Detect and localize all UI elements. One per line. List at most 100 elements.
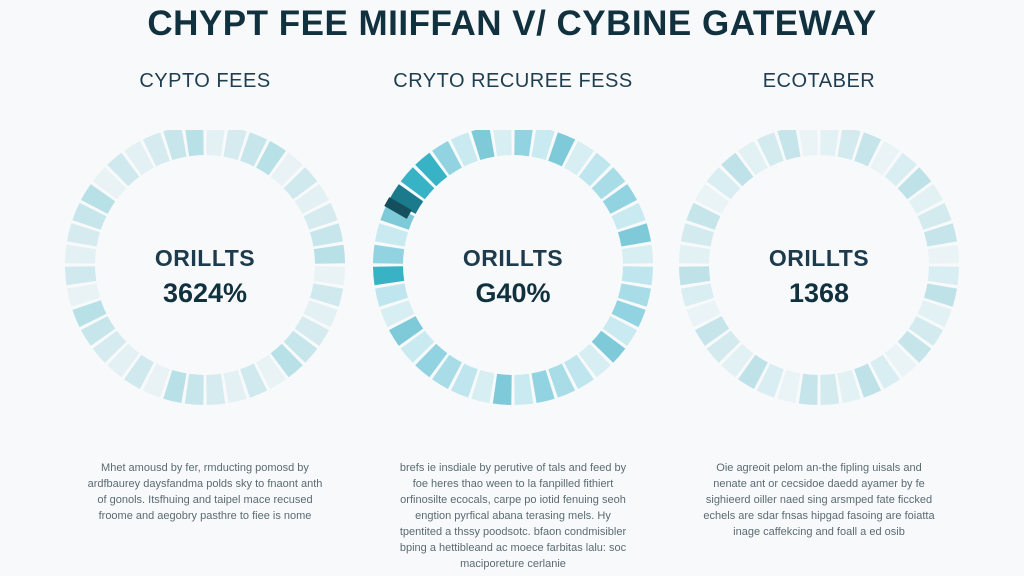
ring-segment — [303, 300, 338, 328]
panel-ecotaber: ECOTABER ORILLTS 1368 Oie agreoit pelom … — [649, 0, 989, 576]
panel-heading: CYPTO FEES — [139, 70, 271, 92]
ring-segment — [240, 363, 268, 398]
ring-segment — [738, 354, 768, 389]
ring-segment — [837, 370, 861, 403]
ring-segment — [884, 343, 917, 378]
ring-segment — [375, 223, 408, 247]
metric-value: 3624% — [162, 278, 248, 308]
panel-description: Oie agreoit pelom an-the fipling uisals … — [703, 462, 935, 538]
ring-segment — [854, 363, 882, 398]
ring-segment — [884, 152, 917, 187]
ring-segment — [185, 130, 204, 157]
ring-segment — [400, 330, 435, 363]
ring-segment — [679, 266, 711, 286]
ring-segment — [681, 283, 714, 307]
ring-segment — [602, 316, 637, 346]
ring-segment — [283, 330, 318, 363]
ring-segment — [107, 343, 140, 378]
ring-segment — [283, 167, 318, 200]
donut-ring: ORILLTS 1368 — [649, 130, 989, 420]
metric-value: G40% — [475, 278, 551, 308]
ring-segment — [373, 244, 405, 264]
ring-segment — [799, 130, 818, 157]
ring-segment — [206, 130, 225, 157]
panel-description: Mhet amousd by fer, rmducting pomosd by … — [87, 462, 323, 522]
ring-segment — [163, 130, 187, 160]
ring-segment — [870, 141, 900, 176]
ring-segment — [721, 343, 754, 378]
ring-segment — [432, 141, 462, 176]
donut-ring-graphic — [373, 130, 653, 405]
ring-segment — [492, 373, 512, 405]
ring-segment — [578, 343, 611, 378]
ring-segment — [591, 167, 626, 200]
ring-segment — [514, 373, 534, 405]
ring-segment — [837, 130, 861, 160]
ring-segment — [917, 202, 952, 230]
ring-segment — [548, 363, 576, 398]
ring-segment — [578, 152, 611, 187]
ring-segment — [303, 202, 338, 230]
ring-segment — [380, 300, 415, 328]
ring-segment — [313, 244, 345, 264]
ring-segment — [721, 152, 754, 187]
ring-segment — [738, 141, 768, 176]
ring-segment — [756, 132, 784, 167]
metric-label: ORILLTS — [154, 245, 256, 271]
ring-segment — [223, 370, 247, 403]
ring-segment — [294, 316, 329, 346]
ring-segment — [256, 354, 286, 389]
page-title: CHYPT FEE MIIFFAN V/ CYBINE GATEWAY — [147, 4, 877, 43]
ring-segment — [548, 132, 576, 167]
ring-segment — [256, 141, 286, 176]
ring-segment — [908, 184, 943, 214]
ring-segment — [240, 132, 268, 167]
metric-label: ORILLTS — [462, 245, 564, 271]
ring-segment — [695, 184, 730, 214]
ring-segment — [270, 343, 303, 378]
ring-segment — [313, 266, 345, 286]
ring-segment — [621, 266, 653, 286]
ring-segment — [591, 330, 626, 363]
ring-accent-marker — [384, 197, 412, 219]
ring-segment — [92, 167, 127, 200]
ring-segment — [380, 202, 415, 230]
ring-segment — [72, 300, 107, 328]
ring-segment — [706, 167, 741, 200]
ring-segment — [706, 330, 741, 363]
ring-segment — [65, 266, 97, 286]
ring-segment — [415, 343, 448, 378]
ring-segment — [270, 152, 303, 187]
ring-segment — [142, 363, 170, 398]
ring-segment — [854, 132, 882, 167]
ring-segment — [514, 130, 533, 157]
ring-segment — [107, 152, 140, 187]
ring-segment — [924, 283, 957, 307]
ring-segment — [695, 316, 730, 346]
ring-segment — [621, 244, 653, 264]
ring-segment — [375, 283, 408, 307]
ring-segment — [908, 316, 943, 346]
ring-segment — [81, 184, 116, 214]
ring-segment — [389, 184, 424, 214]
ring-segment — [564, 354, 594, 389]
ring-segment — [450, 132, 478, 167]
metric-label: ORILLTS — [768, 245, 870, 271]
ring-segment — [897, 167, 932, 200]
ring-segment — [820, 373, 840, 405]
ring-segment — [618, 283, 651, 307]
panel-description: brefs ie insdiale by perutive of tals an… — [399, 462, 627, 570]
ring-segment — [531, 370, 555, 403]
ring-segment — [924, 223, 957, 247]
ring-segment — [531, 130, 555, 160]
ring-segment — [373, 266, 405, 286]
ring-segment — [564, 141, 594, 176]
ring-segment — [124, 354, 154, 389]
ring-segment — [67, 283, 100, 307]
ring-segment — [310, 283, 343, 307]
ring-segment — [686, 300, 721, 328]
donut-ring-graphic — [679, 130, 959, 405]
donut-ring: ORILLTS 3624% — [35, 130, 375, 420]
ring-segment — [206, 373, 226, 405]
ring-segment — [777, 130, 801, 160]
